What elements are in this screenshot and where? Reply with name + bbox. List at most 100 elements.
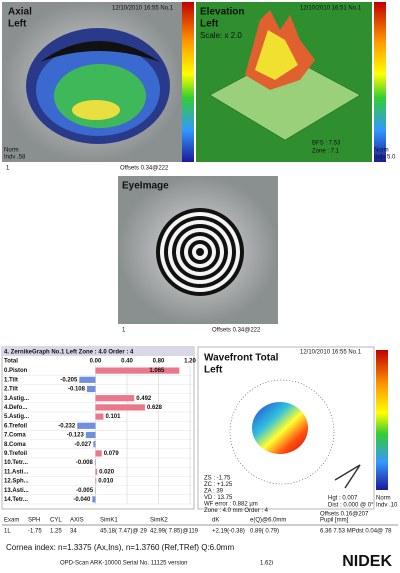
chart-header — [2, 347, 194, 356]
bar — [95, 367, 180, 374]
elevation-peak — [255, 30, 298, 80]
chart-frame — [1, 346, 195, 510]
placido-rings — [156, 208, 244, 296]
total-label: Total — [4, 359, 18, 365]
panel-title: EyeImage — [122, 181, 169, 192]
table-header: Pupil [mm] — [320, 518, 349, 524]
value-label: 0.010 — [98, 479, 114, 485]
panel-eye: Left — [8, 19, 27, 30]
scale-factor: Scale: x 2.0 — [200, 31, 242, 40]
axial-zone — [72, 100, 120, 120]
bar — [92, 496, 96, 503]
category-label: 0.Piston — [4, 368, 28, 374]
category-label: 5.Astig... — [4, 414, 29, 420]
footer-version: 1.62i — [260, 561, 273, 567]
table-cell: 6.36 7.53 MPdst 0.04@ 78 — [320, 529, 392, 535]
panel-offsets: Offsets 0.34@222 — [212, 328, 261, 334]
stat-line: VD : 13.75 — [204, 495, 233, 501]
panel-title: Wavefront Total — [204, 353, 279, 364]
stat-line: WF error : 0.882 µm — [204, 502, 258, 508]
zone: Zone : 7.1 — [312, 149, 340, 155]
bar — [95, 450, 102, 457]
category-label: 14.Tetr... — [4, 497, 28, 503]
category-label: 3.Astig... — [4, 396, 29, 402]
axial-panel: Axial Left 12/10/2010 16:55 No.1 Norm In… — [2, 2, 194, 172]
category-label: 12.Sph... — [4, 479, 29, 485]
panel-date: 12/10/2010 16:55 No.1 — [300, 350, 362, 356]
stat-line: ZA : 39 — [204, 489, 224, 495]
scale-indv: Indv .58 — [4, 155, 26, 161]
value-label: 0.492 — [136, 396, 152, 402]
table-cell: 45.18( 7.47)@ 29 — [100, 529, 147, 535]
bar — [86, 385, 96, 393]
wavefront-panel: Wavefront Total Left 12/10/2010 16:55 No… — [197, 346, 398, 518]
category-label: 6.Trefoil — [4, 423, 27, 429]
dist: Dist : 0.000 @ 0° — [328, 503, 374, 509]
stat-line: ZS : -1.75 — [204, 476, 231, 482]
table-cell: 0.89( 0.79) — [250, 529, 279, 535]
bar — [95, 477, 97, 485]
table-header: SimK1 — [100, 518, 118, 524]
panel-offsets: Offsets 0.34@222 — [120, 166, 169, 172]
panel-offsets: Offsets 0.16@207 — [320, 512, 369, 518]
panel-date: 12/10/2010 16:51 No.1 — [300, 6, 362, 12]
axial-lid — [40, 41, 160, 62]
table-header: e(Q)@6.0mm — [250, 518, 286, 524]
scale-norm: Norm — [374, 148, 389, 154]
table-cell: 34 — [70, 529, 77, 535]
x-tick-label: 0.40 — [121, 359, 133, 365]
panel-eye: Left — [204, 365, 223, 376]
value-label: -0.027 — [74, 442, 92, 448]
bar — [93, 441, 96, 448]
bar — [95, 404, 145, 411]
panel-eye: Left — [200, 19, 219, 30]
panel-title: Axial — [8, 7, 32, 18]
ring — [196, 248, 204, 256]
table-header: AXIS — [70, 518, 84, 524]
table-cell: -1.75 — [28, 529, 42, 535]
bar — [85, 431, 96, 439]
zone-circle — [229, 379, 335, 485]
panel-date: 12/10/2010 16:55 No.1 — [112, 6, 174, 12]
bfs: BFS : 7.53 — [312, 141, 341, 147]
stat-line: ZC : +1.25 — [204, 482, 233, 488]
bar — [95, 395, 135, 402]
value-label: 0.628 — [147, 405, 163, 411]
table-header: CYL — [50, 518, 62, 524]
psf-marker — [334, 464, 361, 489]
table-header: SimK2 — [150, 518, 168, 524]
table-header: SPH — [28, 518, 40, 524]
value-label: -0.005 — [76, 488, 94, 494]
scale-norm: Norm — [4, 148, 19, 154]
color-scale — [182, 2, 194, 162]
x-tick-label: 1.20 — [184, 359, 196, 365]
table-cell: 42.99( 7.85)@119 — [150, 529, 199, 535]
category-label: 13.Asti... — [4, 488, 29, 494]
value-label: 1.065 — [149, 368, 165, 374]
bar — [95, 468, 98, 475]
table-cell: +2.19(-0.38) — [212, 529, 245, 535]
table-header: Exam — [4, 518, 19, 524]
results-table: Exam SPH CYL AXIS SimK1 SimK2 dK e(Q)@6.0mm Pupi… — [2, 518, 398, 535]
eyeimage-panel: EyeImage 1 Offsets 0.34@222 — [118, 176, 278, 334]
color-scale — [376, 350, 388, 490]
footer-model: OPD-Scan ARK-10000 Serial No. 11125 vers… — [60, 561, 188, 567]
table-cell: 1L — [4, 529, 11, 535]
category-label: 1.Tilt — [4, 377, 18, 383]
x-tick-label: 0.00 — [90, 359, 102, 365]
stat-line: Zone : 4.0 mm Order : 4 — [204, 508, 269, 514]
cornea-index: Cornea index: n=1.3375 (Ax,Ins), n=1.376… — [6, 543, 234, 552]
value-label: -0.123 — [67, 433, 85, 439]
value-label: 0.020 — [99, 469, 115, 475]
category-label: 2.Tilt — [4, 387, 18, 393]
value-label: -0.040 — [73, 497, 91, 503]
scale-indv: Indv .10 — [376, 503, 398, 509]
category-label: 11.Asti... — [4, 469, 29, 475]
category-label: 4.Defo... — [4, 405, 28, 411]
category-label: 10.Tetr... — [4, 460, 28, 466]
value-label: 0.101 — [105, 414, 121, 420]
color-scale — [374, 2, 386, 162]
scale-norm: Norm — [376, 496, 391, 502]
